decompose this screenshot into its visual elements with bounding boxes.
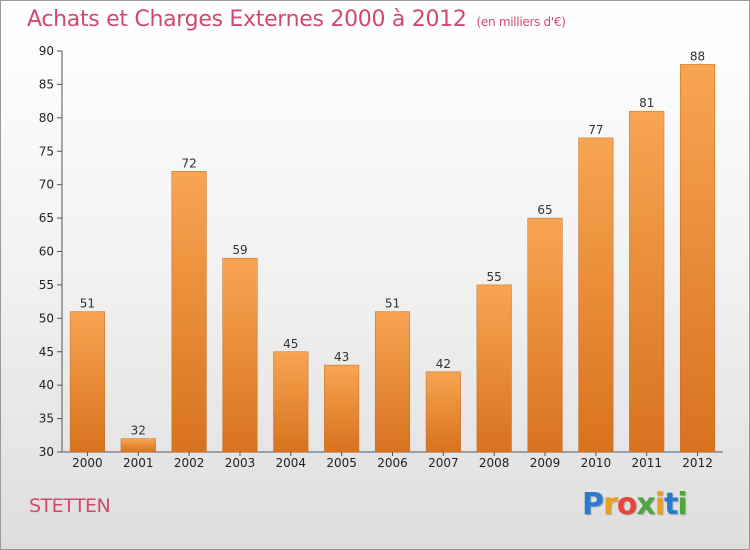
data-label: 42: [436, 357, 451, 371]
y-tick-label: 50: [39, 311, 54, 325]
y-tick-label: 85: [39, 77, 54, 91]
chart-subtitle: (en milliers d'€): [476, 15, 566, 29]
x-tick-label: 2011: [631, 456, 662, 470]
x-tick-label: 2008: [479, 456, 510, 470]
y-tick-label: 90: [39, 44, 54, 58]
data-label: 77: [588, 123, 603, 137]
logo-letter: o: [616, 487, 638, 522]
y-tick-label: 80: [39, 111, 54, 125]
x-tick-label: 2002: [174, 456, 205, 470]
x-tick-label: 2012: [682, 456, 713, 470]
bar: [425, 371, 461, 453]
bar: [222, 257, 258, 453]
y-tick-label: 70: [39, 178, 54, 192]
bar: [120, 438, 156, 453]
logo-letter: r: [603, 487, 618, 522]
logo-letter: t: [664, 487, 678, 522]
bar: [578, 137, 614, 453]
data-label: 51: [385, 297, 400, 311]
data-label: 43: [334, 350, 349, 364]
proxiti-logo[interactable]: Proxiti: [582, 487, 688, 522]
bar: [527, 217, 563, 453]
logo-letter: i: [654, 487, 665, 522]
bar: [324, 364, 360, 453]
bar: [629, 110, 665, 453]
x-tick-label: 2001: [123, 456, 154, 470]
chart-labels: 2000 51 2001 32 2002 72 2003 59 2004 45 2005 43 2006…: [72, 49, 713, 470]
chart-axes: 30 35 40 45 50 55 60 65 70 75 80 85 90: [39, 44, 723, 459]
data-label: 51: [80, 297, 95, 311]
x-tick-label: 2009: [530, 456, 561, 470]
y-tick-label: 75: [39, 144, 54, 158]
data-label: 45: [283, 337, 298, 351]
chart-title: Achats et Charges Externes 2000 à 2012 (e…: [27, 7, 566, 32]
logo-letter: P: [582, 487, 604, 522]
x-tick-label: 2000: [72, 456, 103, 470]
y-tick-label: 40: [39, 378, 54, 392]
bar: [69, 311, 105, 453]
x-tick-label: 2004: [276, 456, 307, 470]
bar: [273, 351, 309, 453]
data-label: 59: [232, 243, 247, 257]
y-tick-label: 30: [39, 445, 54, 459]
x-tick-label: 2003: [225, 456, 256, 470]
y-tick-label: 35: [39, 412, 54, 426]
y-tick-label: 45: [39, 345, 54, 359]
data-label: 88: [690, 49, 705, 63]
data-label: 81: [639, 96, 654, 110]
bar: [476, 284, 512, 453]
logo-letter: x: [636, 487, 655, 522]
x-tick-label: 2005: [326, 456, 357, 470]
data-label: 55: [487, 270, 502, 284]
y-tick-label: 55: [39, 278, 54, 292]
bar: [374, 311, 411, 453]
bar: [171, 171, 207, 453]
x-tick-label: 2010: [581, 456, 612, 470]
y-tick-label: 65: [39, 211, 54, 225]
city-name: STETTEN: [29, 495, 111, 517]
y-tick-label: 60: [39, 245, 54, 259]
chart-bars: [69, 64, 716, 453]
data-label: 72: [181, 156, 196, 170]
data-label: 32: [131, 424, 146, 438]
logo-letter: i: [677, 487, 687, 522]
x-tick-label: 2007: [428, 456, 459, 470]
data-label: 65: [537, 203, 552, 217]
x-tick-label: 2006: [377, 456, 408, 470]
bar: [680, 64, 716, 453]
chart-title-text: Achats et Charges Externes 2000 à 2012: [27, 7, 467, 32]
